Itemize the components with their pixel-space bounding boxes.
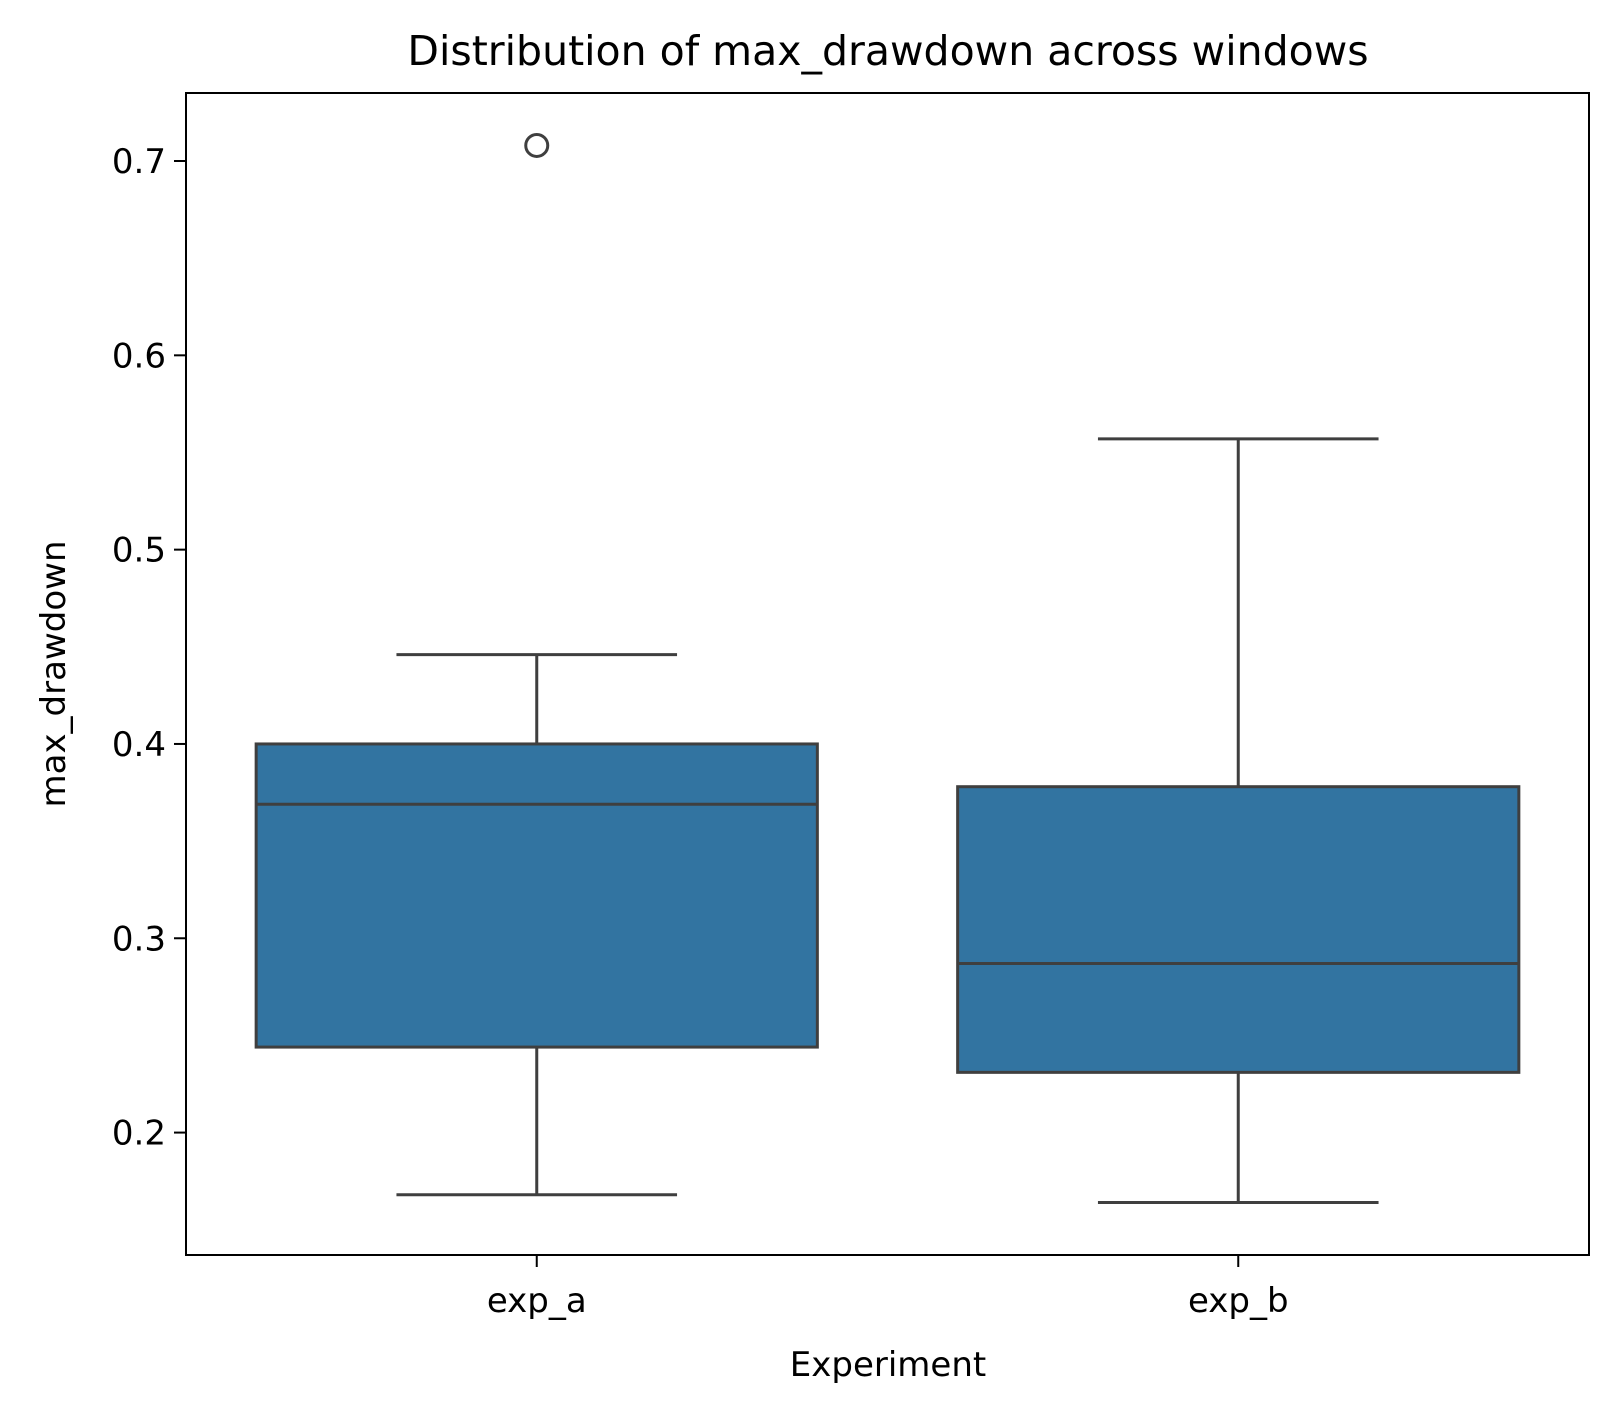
y-axis-label: max_drawdown bbox=[34, 540, 74, 807]
plot-content bbox=[254, 132, 1521, 1205]
x-tick-label-exp_b: exp_b bbox=[1188, 1281, 1289, 1321]
outlier-point-exp_a-0 bbox=[524, 132, 550, 158]
box-iqr-exp_b bbox=[956, 785, 1521, 1074]
chart-title: Distribution of max_drawdown across wind… bbox=[407, 27, 1368, 75]
x-axis: exp_a exp_b bbox=[487, 1255, 1289, 1321]
plot-area-frame bbox=[185, 92, 1590, 1256]
box-iqr-exp_a bbox=[254, 742, 819, 1049]
y-tick-label-0.7: 0.7 bbox=[112, 142, 166, 182]
x-axis-label: Experiment bbox=[790, 1345, 986, 1385]
x-tick-label-exp_a: exp_a bbox=[487, 1281, 587, 1321]
y-tick-label-0.5: 0.5 bbox=[112, 531, 166, 571]
y-tick-label-0.6: 0.6 bbox=[112, 336, 166, 376]
y-tick-label-0.2: 0.2 bbox=[112, 1114, 166, 1154]
y-tick-label-0.4: 0.4 bbox=[112, 725, 166, 765]
box-group-exp_a bbox=[254, 132, 819, 1197]
box-group-exp_b bbox=[956, 437, 1521, 1205]
y-tick-label-0.3: 0.3 bbox=[112, 919, 166, 959]
y-axis: 0.2 0.3 0.4 0.5 0.6 0.7 bbox=[112, 142, 186, 1154]
